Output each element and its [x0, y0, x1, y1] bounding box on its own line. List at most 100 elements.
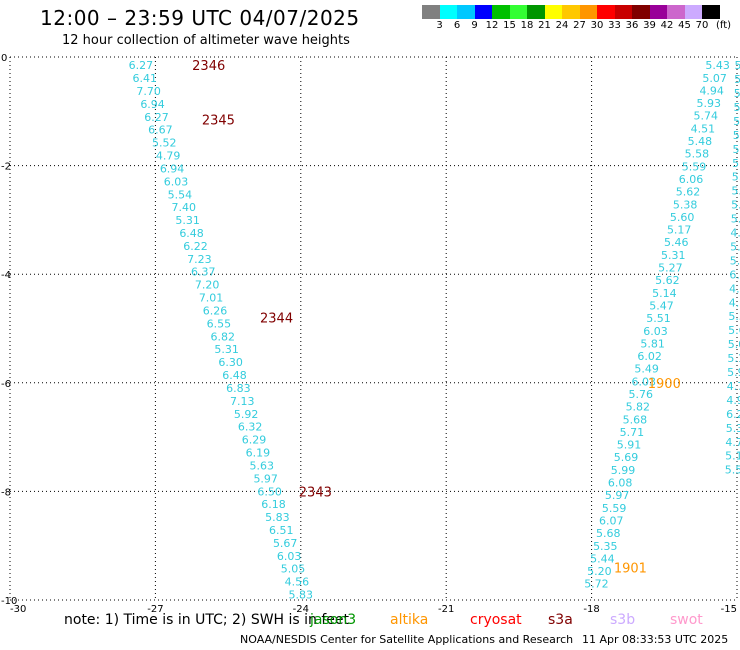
x-tick-label: -30	[10, 604, 26, 615]
wave-height-value: 6.55	[207, 317, 232, 330]
y-tick-label: -4	[1, 270, 11, 281]
legend-label: 18	[520, 20, 534, 31]
legend-label: 30	[590, 20, 604, 31]
y-tick-label: -6	[1, 379, 11, 390]
wave-height-value: 5.47	[649, 299, 674, 312]
wave-height-value: 6.06	[679, 173, 704, 186]
wave-height-value: 5.67	[273, 537, 298, 550]
wave-height-value: 4.94	[726, 394, 740, 407]
wave-height-value: 5.31	[661, 249, 686, 262]
y-tick-label: 0	[1, 53, 7, 64]
wave-height-value: 5.30	[726, 422, 740, 435]
wave-height-value: 5.71	[620, 426, 645, 439]
legend-swatch	[457, 5, 475, 19]
wave-height-value: 6.27	[129, 59, 154, 72]
wave-height-value: 5.27	[658, 262, 683, 275]
wave-height-value: 5.59	[682, 160, 707, 173]
wave-height-value: 5.81	[640, 337, 665, 350]
wave-height-value: 5.63	[731, 185, 740, 198]
wave-height-value: 5.72	[732, 171, 740, 184]
wave-height-value: 6.83	[226, 382, 251, 395]
legend-swatch	[544, 5, 562, 19]
y-tick-label: -10	[1, 596, 17, 607]
wave-height-value: 6.03	[164, 175, 189, 188]
footer-timestamp: 11 Apr 08:33:53 UTC 2025	[582, 633, 729, 646]
wave-height-value: 5.59	[602, 502, 627, 515]
wave-height-value: 5.77	[730, 254, 740, 267]
wave-height-value: 5.60	[732, 157, 740, 170]
wave-height-value: 7.70	[136, 85, 161, 98]
legend-swatch	[492, 5, 510, 19]
wave-height-value: 5.99	[734, 87, 740, 100]
legend-swatch	[422, 5, 440, 19]
x-tick-label: -18	[583, 604, 599, 615]
wave-height-value: 6.22	[183, 240, 208, 253]
legend-swatch	[509, 5, 527, 19]
legend-swatch	[439, 5, 457, 19]
wave-height-value: 6.07	[599, 514, 624, 527]
legend-swatch	[649, 5, 667, 19]
wave-height-value: 5.62	[655, 274, 680, 287]
wave-height-value: 4.98	[729, 296, 740, 309]
legend-label: 36	[625, 20, 639, 31]
wave-height-value: 5.83	[289, 589, 314, 602]
pass-time-label: 1901	[614, 561, 647, 576]
wave-height-value: 5.38	[728, 310, 740, 323]
legend-swatch	[614, 5, 632, 19]
legend-label: 45	[678, 20, 691, 31]
wave-height-value: 6.08	[608, 477, 633, 490]
satellite-jason3: jason3	[310, 612, 357, 628]
wave-height-value: 5.69	[614, 451, 639, 464]
wave-height-value: 5.05	[281, 563, 306, 576]
legend-swatch	[579, 5, 597, 19]
pass-time-label: 2343	[299, 485, 332, 500]
pass-time-label: 2345	[202, 113, 235, 128]
legend-label: 27	[573, 20, 586, 31]
wave-height-value: 5.93	[731, 199, 740, 212]
wave-height-value: 5.82	[626, 401, 651, 414]
legend-swatch	[702, 5, 720, 19]
legend-label: 39	[643, 20, 656, 31]
legend-label: 24	[555, 20, 569, 31]
wave-height-value: 6.32	[238, 421, 263, 434]
wave-height-value: 5.13	[727, 352, 740, 365]
wave-height-value: 6.48	[222, 369, 247, 382]
wave-height-value: 6.03	[631, 375, 656, 388]
wave-height-value: 4.79	[727, 380, 740, 393]
legend-label: 9	[471, 20, 478, 31]
page-subtitle: 12 hour collection of altimeter wave hei…	[62, 33, 350, 48]
satellite-s3b: s3b	[610, 612, 636, 628]
legend-labels: 3 6 9 12 15 18 21 24 27 30 33 36 39 42 45 70 (ft)	[422, 19, 731, 33]
wave-height-value: 5.95	[734, 73, 740, 86]
wave-height-value: 5.92	[234, 408, 259, 421]
wave-height-value: 5.49	[634, 363, 659, 376]
satellite-swot: swot	[670, 612, 703, 628]
wave-height-value: 6.20	[726, 408, 740, 421]
pass-time-label: 2346	[192, 59, 225, 74]
pass-time-label: 1900	[648, 377, 681, 392]
wave-height-value: 5.31	[214, 343, 239, 356]
wave-height-value: 5.34	[734, 59, 740, 72]
legend-label: 15	[503, 20, 516, 31]
legend-swatch	[527, 5, 545, 19]
wave-height-value: 5.10	[725, 450, 740, 463]
x-tick-label: -15	[721, 604, 737, 615]
legend-label: 3	[436, 20, 443, 31]
units-note: note: 1) Time is in UTC; 2) SWH is in fe…	[64, 612, 350, 628]
legend-swatch	[667, 5, 685, 19]
wave-height-value: 4.70	[725, 436, 740, 449]
wave-height-value: 6.18	[261, 498, 286, 511]
x-tick-label: -21	[438, 604, 454, 615]
wave-height-value: 5.20	[587, 565, 612, 578]
legend-swatch	[632, 5, 650, 19]
wave-height-value: 5.95	[733, 101, 740, 114]
wave-height-value: 5.66	[732, 143, 740, 156]
x-tick-label: -27	[147, 604, 163, 615]
wave-height-value: 5.44	[590, 552, 615, 565]
wave-height-value: 6.50	[257, 485, 282, 498]
wave-height-value: 6.51	[269, 524, 294, 537]
wave-height-value: 5.76	[629, 388, 654, 401]
legend-swatch	[562, 5, 580, 19]
wave-height-value: 6.67	[148, 124, 173, 137]
